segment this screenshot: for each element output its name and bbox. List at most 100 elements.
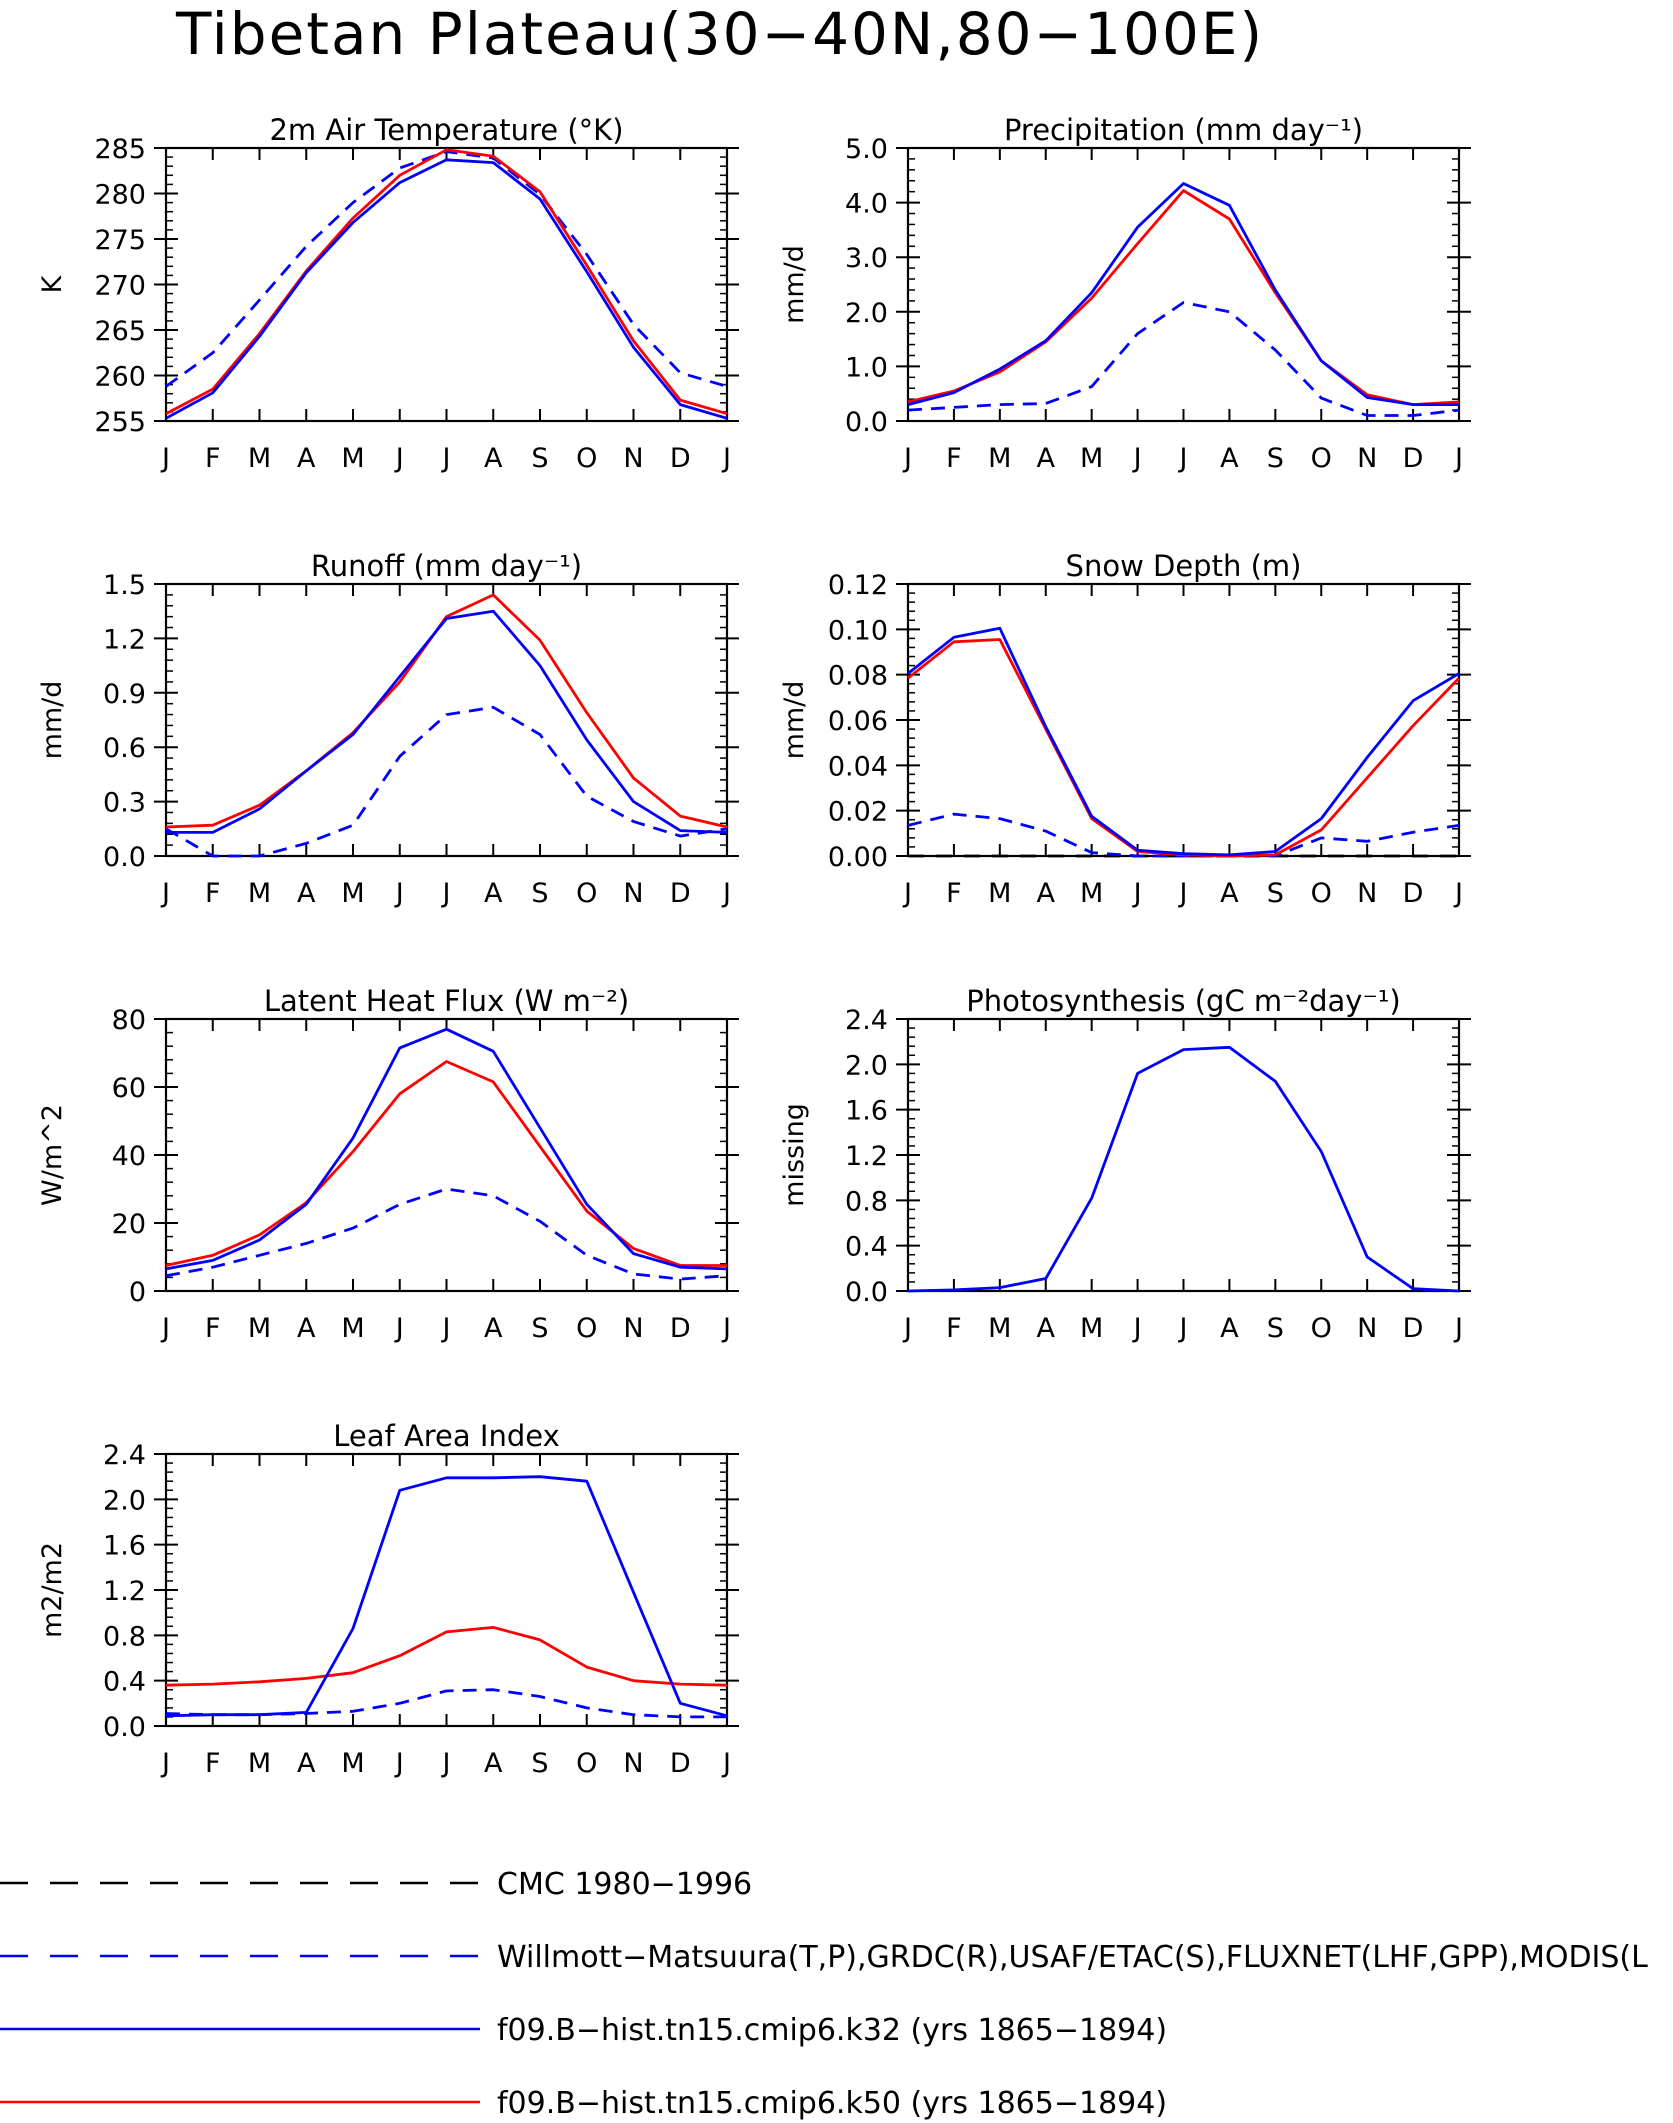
y-tick-label: 285 [94, 134, 146, 165]
x-tick-label: M [1080, 1313, 1103, 1344]
x-tick-label: A [1037, 878, 1056, 909]
x-tick-label: N [623, 1313, 643, 1344]
y-tick-label: 4.0 [845, 189, 888, 220]
x-tick-label: F [946, 1313, 962, 1344]
series-line-obs [165, 1187, 728, 1281]
y-tick-label: 1.5 [103, 570, 146, 601]
legend-label: f09.B−hist.tn15.cmip6.k50 (yrs 1865−1894… [497, 2086, 1167, 2121]
y-axis-label: K [37, 274, 68, 293]
x-tick-label: J [1132, 443, 1142, 474]
series-line-obs [165, 150, 728, 388]
plot-frame [164, 146, 729, 423]
series-line-k50 [165, 593, 728, 829]
x-tick-label: M [988, 443, 1011, 474]
y-tick-label: 0.06 [828, 706, 888, 737]
x-tick-label: J [902, 443, 912, 474]
y-tick-label: 60 [112, 1073, 146, 1104]
x-tick-label: M [248, 1313, 271, 1344]
y-tick-label: 0.8 [845, 1186, 888, 1217]
y-tick-label: 255 [94, 407, 146, 438]
y-tick-label: 5.0 [845, 134, 888, 165]
x-tick-label: J [902, 1313, 912, 1344]
series-line-k50 [907, 189, 1460, 407]
y-tick-label: 2.0 [845, 298, 888, 329]
x-tick-label: J [1453, 443, 1463, 474]
panel-title: Precipitation (mm day⁻¹) [1004, 113, 1363, 147]
x-tick-label: N [623, 443, 643, 474]
x-tick-label: F [205, 1748, 221, 1779]
panel-temp: 2m Air Temperature (°K)KJ F M A M J J A S O N D J255… [37, 113, 739, 474]
x-tick-label: M [341, 1748, 364, 1779]
x-tick-label: M [341, 443, 364, 474]
series-line-k32 [907, 1045, 1460, 1293]
x-tick-label: J [721, 443, 731, 474]
x-tick-label: A [1220, 878, 1239, 909]
y-tick-label: 0.6 [103, 733, 146, 764]
x-tick-label: J [1178, 443, 1188, 474]
y-axis-label: mm/d [779, 245, 810, 324]
y-tick-label: 1.2 [845, 1141, 888, 1172]
y-tick-label: 0.10 [828, 615, 888, 646]
y-tick-label: 40 [112, 1141, 146, 1172]
x-tick-label: M [1080, 443, 1103, 474]
x-tick-label: N [1357, 878, 1377, 909]
x-tick-label: A [1220, 443, 1239, 474]
x-tick-label: J [394, 443, 404, 474]
x-tick-label: M [248, 878, 271, 909]
x-tick-label: N [623, 878, 643, 909]
x-tick-label: M [988, 878, 1011, 909]
y-tick-label: 270 [94, 271, 146, 302]
x-tick-label: O [1311, 1313, 1332, 1344]
x-tick-label: J [1178, 1313, 1188, 1344]
x-tick-label: J [441, 1748, 451, 1779]
x-tick-label: J [394, 1748, 404, 1779]
y-axis-label: mm/d [779, 681, 810, 760]
x-tick-label: J [160, 443, 170, 474]
x-tick-label: A [484, 1748, 503, 1779]
x-tick-label: D [670, 443, 691, 474]
y-tick-label: 0.4 [103, 1667, 146, 1698]
x-tick-label: D [670, 1313, 691, 1344]
x-tick-label: O [576, 443, 597, 474]
y-tick-label: 1.6 [845, 1096, 888, 1127]
x-tick-label: S [1267, 443, 1284, 474]
plot-frame [906, 1017, 1461, 1293]
plot-frame [164, 582, 729, 858]
x-tick-label: O [1311, 878, 1332, 909]
x-tick-label: J [1132, 878, 1142, 909]
y-tick-label: 0 [129, 1277, 146, 1308]
y-tick-label: 1.6 [103, 1531, 146, 1562]
x-tick-label: F [205, 878, 221, 909]
y-tick-label: 20 [112, 1209, 146, 1240]
x-tick-label: J [160, 1748, 170, 1779]
y-tick-label: 0.9 [103, 679, 146, 710]
x-tick-label: J [160, 878, 170, 909]
legend-label: CMC 1980−1996 [497, 1867, 752, 1902]
y-tick-label: 3.0 [845, 243, 888, 274]
y-tick-label: 2.4 [845, 1005, 888, 1036]
y-tick-label: 0.00 [828, 842, 888, 873]
y-tick-label: 0.04 [828, 751, 888, 782]
x-tick-label: M [248, 443, 271, 474]
y-tick-label: 0.0 [103, 1712, 146, 1743]
plot-frame [906, 582, 1461, 858]
x-tick-label: D [670, 878, 691, 909]
figure-title: Tibetan Plateau(30−40N,80−100E) [176, 0, 1265, 68]
x-tick-label: S [531, 443, 548, 474]
x-tick-label: A [297, 1748, 316, 1779]
y-tick-label: 2.0 [103, 1485, 146, 1516]
series-line-k32 [166, 609, 728, 834]
series-line-obs [907, 301, 1460, 417]
x-tick-label: S [531, 878, 548, 909]
plot-frame [906, 146, 1461, 423]
series-line-k50 [165, 1626, 728, 1687]
x-tick-label: D [1403, 443, 1424, 474]
x-tick-label: J [721, 1313, 731, 1344]
x-tick-label: O [576, 1313, 597, 1344]
y-tick-label: 260 [94, 362, 146, 393]
x-tick-label: F [205, 1313, 221, 1344]
y-axis-label: W/m^2 [37, 1104, 68, 1206]
